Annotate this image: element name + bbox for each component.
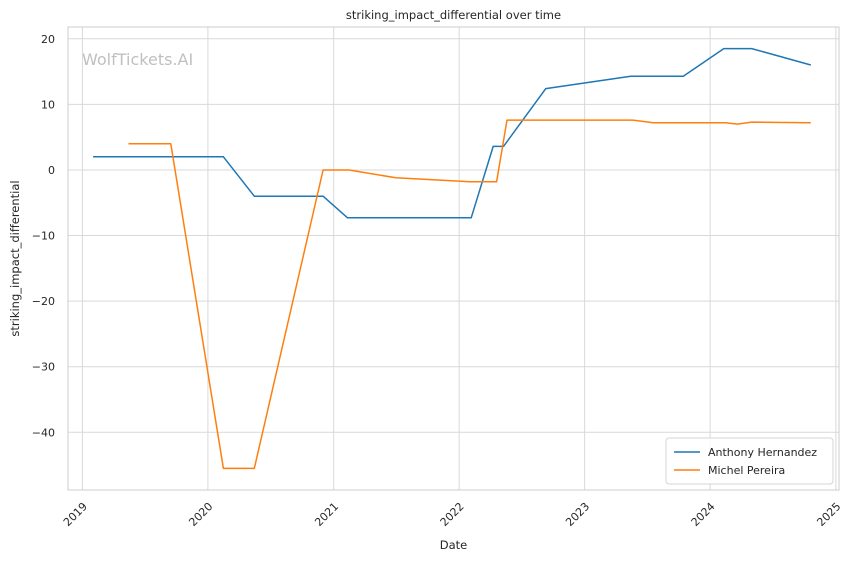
legend-box — [665, 437, 834, 485]
x-axis-title: Date — [440, 538, 468, 552]
y-axis-title: striking_impact_differential — [8, 180, 22, 336]
y-axis-ticks: 20 10 0 −10 −20 −30 −40 — [32, 33, 55, 439]
x-tick-label: 2022 — [438, 500, 467, 529]
x-tick-label: 2023 — [563, 500, 592, 529]
series-line-1 — [128, 119, 811, 470]
plot-frame — [67, 26, 840, 491]
y-tick-label: −10 — [32, 230, 55, 243]
legend-label: Anthony Hernandez — [708, 446, 817, 459]
chart-title: striking_impact_differential over time — [346, 8, 561, 22]
x-tick-label: 2025 — [814, 500, 843, 529]
y-tick-label: 10 — [41, 98, 55, 111]
x-tick-label: 2019 — [61, 500, 90, 529]
x-tick-label: 2021 — [312, 500, 341, 529]
legend-label: Michel Pereira — [708, 464, 785, 477]
x-tick-label: 2020 — [186, 500, 215, 529]
legend: Anthony Hernandez Michel Pereira — [665, 437, 834, 485]
y-tick-label: −40 — [32, 426, 55, 439]
gridlines — [68, 27, 839, 490]
series-lines — [93, 47, 812, 470]
y-tick-label: −30 — [32, 361, 55, 374]
x-axis-ticks: 2019 2020 2021 2022 2023 2024 2025 — [61, 500, 843, 529]
x-tick-label: 2024 — [689, 500, 718, 529]
y-tick-label: 20 — [41, 33, 55, 46]
watermark-text: WolfTickets.AI — [82, 50, 193, 69]
y-tick-label: 0 — [48, 164, 55, 177]
series-line-0 — [93, 47, 812, 219]
y-tick-label: −20 — [32, 295, 55, 308]
